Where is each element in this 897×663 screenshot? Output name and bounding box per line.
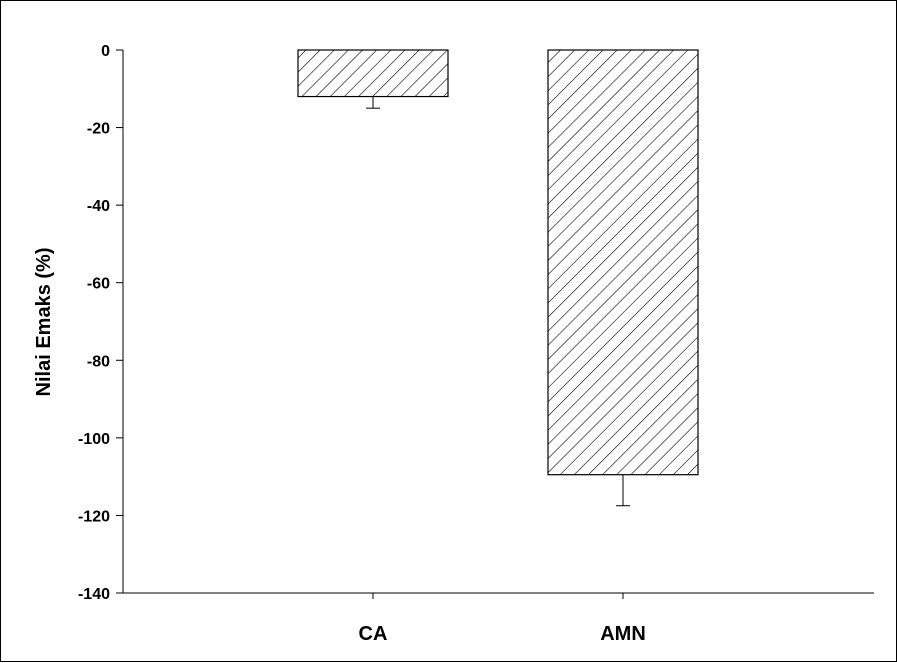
- bar-ca: [297, 49, 449, 98]
- y-tick-label-6: -120: [78, 508, 110, 525]
- y-axis-title: Nilai Emaks (%): [33, 248, 55, 397]
- bar-amn: [547, 49, 699, 476]
- y-tick-label-5: -100: [78, 431, 110, 448]
- y-tick-label-1: -20: [87, 121, 110, 138]
- y-tick-label-2: -40: [87, 198, 110, 215]
- x-tick-label-ca: CA: [359, 623, 388, 645]
- x-tick-label-amn: AMN: [600, 623, 646, 645]
- y-tick-label-3: -60: [87, 276, 110, 293]
- y-tick-label-0: 0: [101, 43, 110, 60]
- y-tick-label-7: -140: [78, 586, 110, 603]
- y-tick-label-4: -80: [87, 353, 110, 370]
